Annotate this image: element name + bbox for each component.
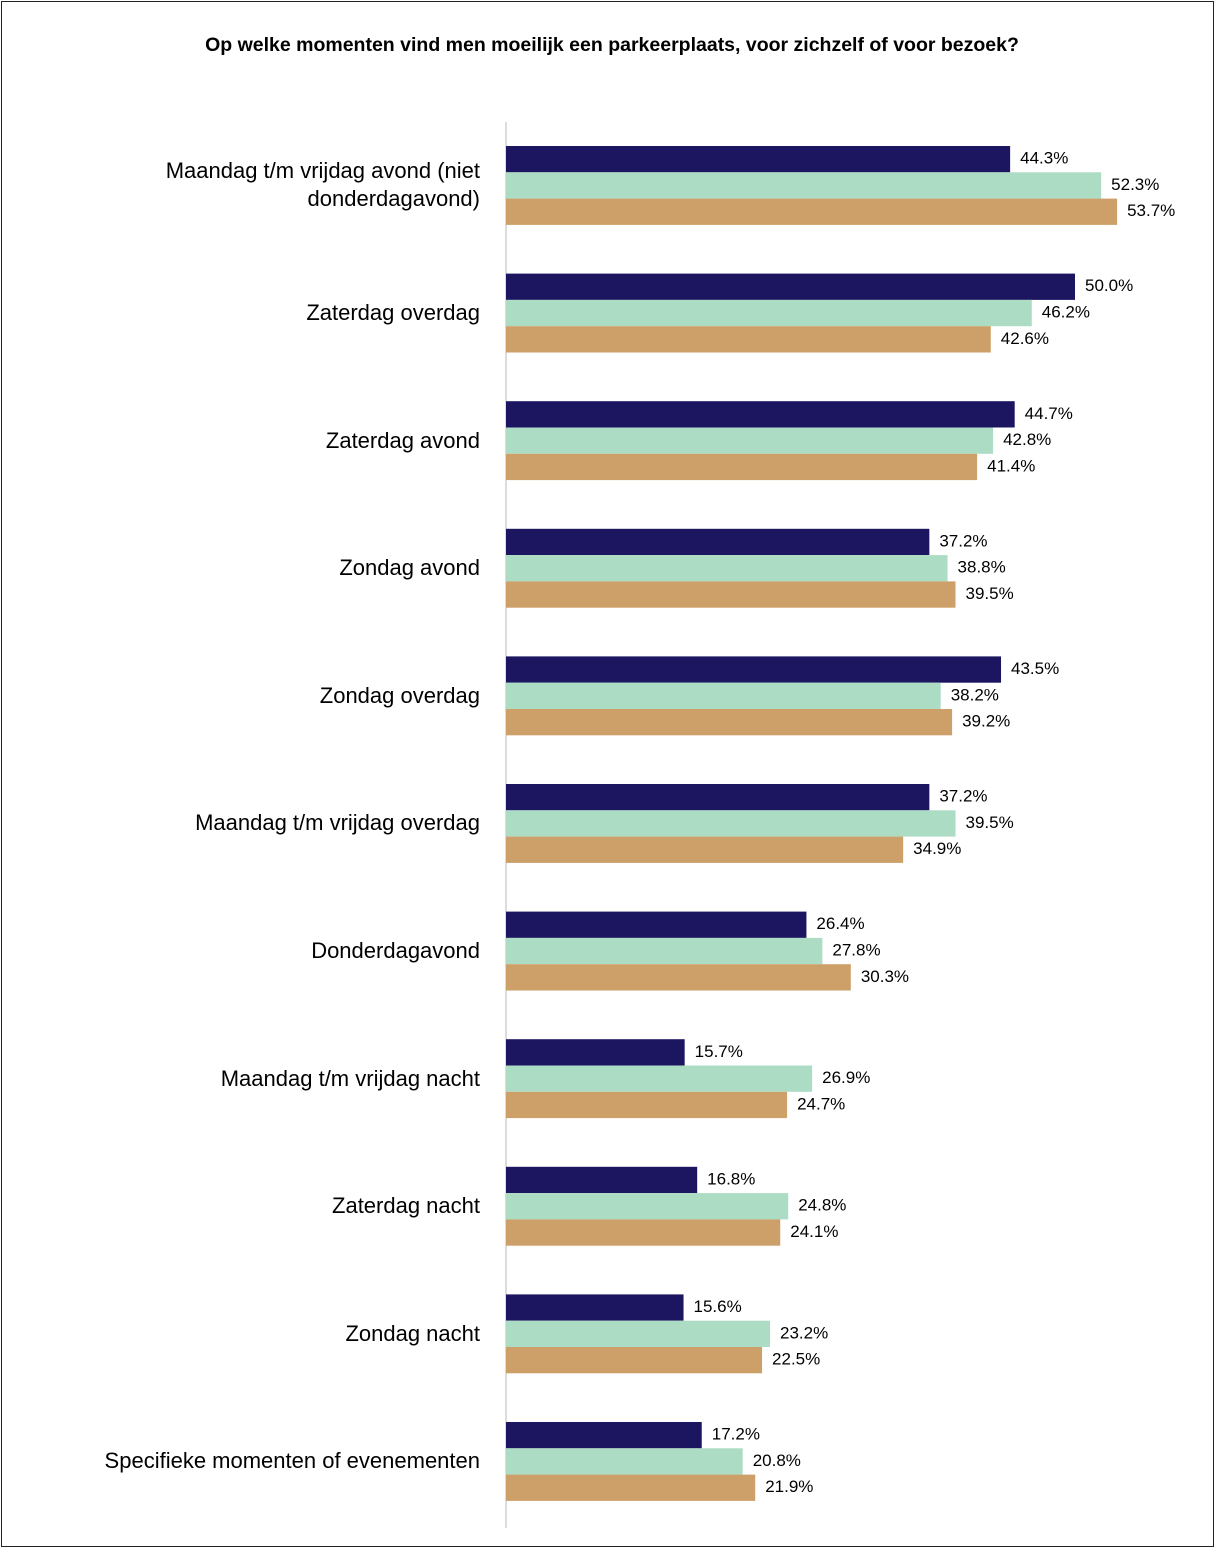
bar bbox=[506, 1166, 698, 1194]
value-label: 26.4% bbox=[816, 914, 864, 933]
bar bbox=[506, 555, 948, 582]
value-label: 37.2% bbox=[939, 531, 987, 550]
value-label: 42.6% bbox=[1001, 329, 1049, 348]
bar bbox=[506, 911, 807, 938]
category-label: Zaterdag avond bbox=[325, 427, 480, 453]
bar bbox=[506, 1347, 763, 1374]
bar bbox=[506, 836, 904, 863]
bar bbox=[506, 427, 994, 454]
category-label: Zaterdag nacht bbox=[332, 1193, 480, 1219]
bar bbox=[506, 453, 978, 481]
value-label: 44.7% bbox=[1025, 404, 1073, 423]
value-label: 37.2% bbox=[939, 787, 987, 806]
value-label: 44.3% bbox=[1020, 149, 1068, 168]
value-label: 22.5% bbox=[772, 1350, 820, 1369]
bar bbox=[506, 1039, 685, 1066]
value-label: 42.8% bbox=[1003, 430, 1051, 449]
category-label: Specifieke momenten of evenementen bbox=[104, 1448, 480, 1474]
bar bbox=[506, 784, 930, 811]
bar bbox=[506, 709, 953, 736]
value-label: 30.3% bbox=[861, 967, 909, 986]
value-label: 21.9% bbox=[765, 1477, 813, 1496]
category-label: Zaterdag overdag bbox=[306, 300, 480, 326]
bar bbox=[506, 299, 1032, 327]
bar bbox=[506, 1474, 756, 1501]
bar bbox=[506, 401, 1015, 428]
bar bbox=[506, 146, 1011, 173]
value-label: 17.2% bbox=[712, 1425, 760, 1444]
value-label: 34.9% bbox=[913, 839, 961, 858]
category-label: Zondag avond bbox=[339, 555, 480, 581]
bar bbox=[506, 1448, 743, 1475]
category-label: Zondag overdag bbox=[319, 682, 480, 708]
value-label: 39.5% bbox=[966, 813, 1014, 832]
bar bbox=[506, 937, 823, 965]
value-label: 16.8% bbox=[707, 1169, 755, 1188]
value-label: 39.2% bbox=[962, 712, 1010, 731]
category-label: Donderdagavond bbox=[311, 938, 480, 964]
value-label: 23.2% bbox=[780, 1323, 828, 1342]
bar bbox=[506, 1422, 702, 1449]
bar bbox=[506, 1219, 781, 1246]
category-label: Maandag t/m vrijdag overdag bbox=[195, 810, 480, 836]
value-label: 50.0% bbox=[1085, 276, 1133, 295]
bar bbox=[506, 1193, 789, 1220]
value-label: 38.8% bbox=[958, 558, 1006, 577]
bar bbox=[506, 1091, 788, 1119]
bar bbox=[506, 656, 1002, 683]
bar bbox=[506, 1065, 813, 1092]
category-label: Maandag t/m vrijdag avond (niet donderda… bbox=[165, 158, 480, 212]
bar bbox=[506, 1320, 771, 1347]
bar bbox=[506, 172, 1102, 199]
value-label: 52.3% bbox=[1111, 175, 1159, 194]
category-label: Maandag t/m vrijdag nacht bbox=[220, 1065, 480, 1091]
value-label: 20.8% bbox=[753, 1451, 801, 1470]
category-label: Zondag nacht bbox=[345, 1320, 480, 1346]
bar bbox=[506, 581, 956, 608]
value-label: 43.5% bbox=[1011, 659, 1059, 678]
value-label: 24.7% bbox=[797, 1094, 845, 1113]
bar bbox=[506, 682, 941, 709]
value-label: 15.7% bbox=[695, 1042, 743, 1061]
value-label: 53.7% bbox=[1127, 201, 1175, 220]
value-label: 24.8% bbox=[798, 1196, 846, 1215]
value-label: 38.2% bbox=[951, 685, 999, 704]
bar bbox=[506, 964, 851, 991]
value-label: 26.9% bbox=[822, 1068, 870, 1087]
bar bbox=[506, 273, 1075, 300]
value-label: 39.5% bbox=[966, 584, 1014, 603]
value-label: 27.8% bbox=[832, 941, 880, 960]
value-label: 15.6% bbox=[694, 1297, 742, 1316]
bar bbox=[506, 1294, 684, 1321]
bar bbox=[506, 810, 956, 837]
value-label: 24.1% bbox=[790, 1222, 838, 1241]
chart-title: Op welke momenten vind men moeilijk een … bbox=[205, 34, 1019, 56]
bar bbox=[506, 528, 930, 556]
value-label: 46.2% bbox=[1042, 303, 1090, 322]
bar bbox=[506, 198, 1118, 225]
bar bbox=[506, 326, 991, 353]
value-label: 41.4% bbox=[987, 456, 1035, 475]
